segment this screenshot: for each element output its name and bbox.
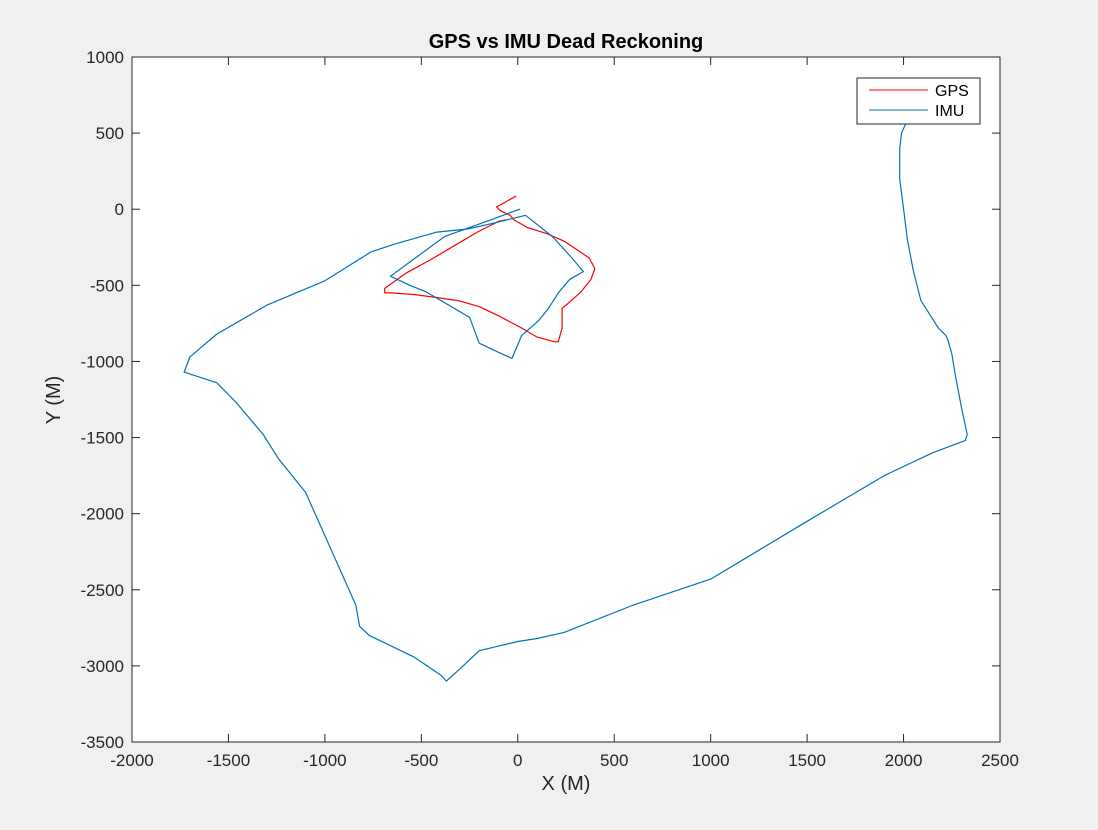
legend-box <box>856 77 981 125</box>
series-line-gps <box>384 195 596 343</box>
y-tick-label: -500 <box>90 276 124 295</box>
x-tick-label: 2500 <box>981 751 1019 770</box>
x-tick-label: -2000 <box>110 751 153 770</box>
y-tick-label: -2500 <box>81 581 124 600</box>
x-tick-label: 2000 <box>885 751 923 770</box>
chart-title: GPS vs IMU Dead Reckoning <box>429 31 704 53</box>
y-tick-label: 1000 <box>86 48 124 67</box>
legend-imu-label: IMU <box>935 103 964 120</box>
y-tick-label: -3500 <box>81 733 124 752</box>
x-tick-label: -1000 <box>303 751 346 770</box>
x-axis-label: X (M) <box>542 773 591 795</box>
y-tick-label: -1000 <box>81 352 124 371</box>
series-line-imu <box>183 123 968 682</box>
x-tick-label: -1500 <box>207 751 250 770</box>
series-lines <box>183 123 968 682</box>
y-axis-label: Y (M) <box>43 376 65 425</box>
x-tick-label: 500 <box>600 751 628 770</box>
y-tick-label: -1500 <box>81 429 124 448</box>
axis-ticks: -2000 -1500 -1000 -500 0 500 1000 1500 2000 2500 -… <box>81 48 1019 770</box>
x-tick-label: 0 <box>513 751 522 770</box>
plot-area <box>131 56 1001 743</box>
x-tick-label: -500 <box>404 751 438 770</box>
y-tick-label: 500 <box>96 124 124 143</box>
y-tick-label: 0 <box>115 200 124 219</box>
x-tick-label: 1500 <box>788 751 826 770</box>
legend[interactable]: GPS IMU <box>856 77 981 125</box>
y-tick-label: -3000 <box>81 657 124 676</box>
legend-gps-label: GPS <box>935 83 969 100</box>
x-tick-label: 1000 <box>692 751 730 770</box>
y-tick-label: -2000 <box>81 505 124 524</box>
